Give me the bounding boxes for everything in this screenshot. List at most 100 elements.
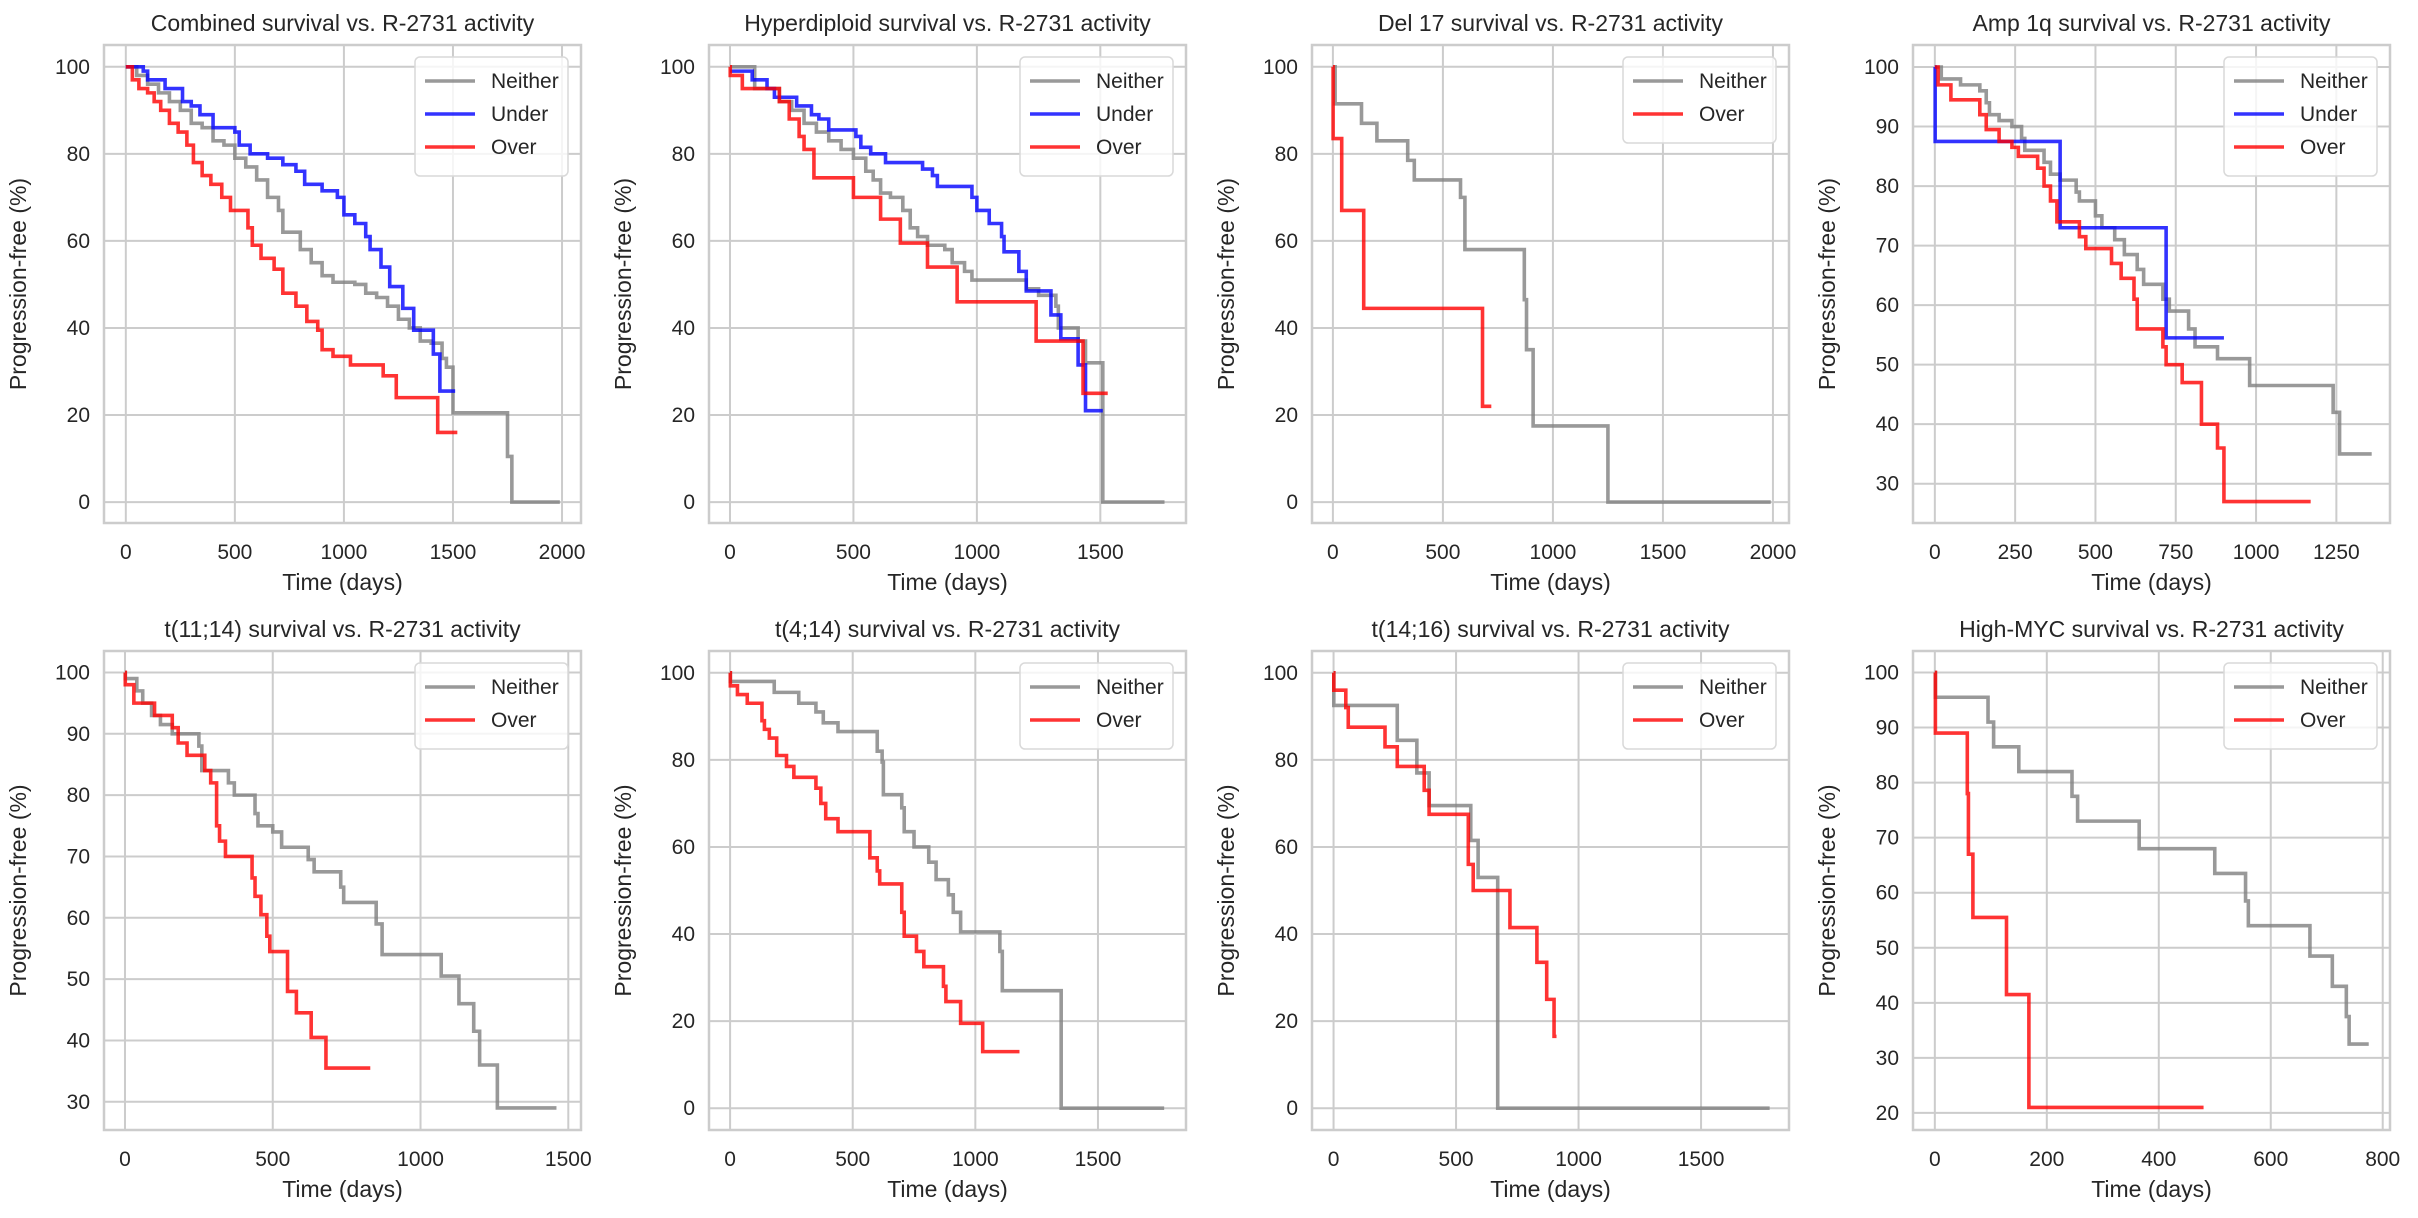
axes-frame: [1911, 649, 2392, 1132]
y-tick-label: 0: [1286, 491, 1298, 514]
axes-frame: [1911, 43, 2392, 525]
legend-label-over: Over: [1096, 709, 1142, 732]
y-tick-label: 90: [1876, 717, 1899, 740]
legend-label-over: Over: [2300, 136, 2346, 159]
x-tick-label: 1500: [1075, 1148, 1122, 1171]
x-tick-label: 1250: [2313, 541, 2360, 564]
x-tick-label: 500: [1425, 541, 1460, 564]
y-tick-label: 50: [1876, 354, 1899, 377]
y-tick-label: 40: [1876, 413, 1899, 436]
survival-curve-over: [728, 670, 1020, 1054]
x-axis-label: Time (days): [1490, 1176, 1611, 1202]
legend-label-over: Over: [1699, 103, 1745, 126]
legend-box: [1019, 662, 1174, 750]
legend-label-over: Over: [491, 709, 537, 732]
y-tick-label: 70: [1876, 827, 1899, 850]
x-tick-label: 1000: [1555, 1148, 1602, 1171]
chart-title: Amp 1q survival vs. R-2731 activity: [1973, 10, 2331, 36]
x-tick-label: 0: [1327, 541, 1339, 564]
y-axis-label: Progression-free (%): [610, 784, 636, 996]
x-tick-label: 500: [835, 1148, 870, 1171]
survival-curve-over: [728, 64, 1108, 396]
x-tick-label: 1500: [1678, 1148, 1725, 1171]
chart-panel-2: 0 500 1000 1500 0 20 40 60 80 100 Hyperdiploid sur…: [610, 10, 1188, 595]
x-tick-label: 600: [2253, 1148, 2288, 1171]
y-axis-label: Progression-free (%): [610, 178, 636, 390]
x-tick-label: 1000: [952, 1148, 999, 1171]
y-tick-label: 40: [672, 317, 695, 340]
x-tick-label: 0: [724, 1148, 736, 1171]
x-axis-label: Time (days): [1490, 569, 1611, 595]
y-tick-label: 40: [1876, 992, 1899, 1015]
y-axis-label: Progression-free (%): [1814, 178, 1840, 390]
x-tick-label: 0: [119, 1148, 131, 1171]
legend-label-over: Over: [491, 136, 537, 159]
chart-panel-1: 0 500 1000 1500 2000 0 20 40 60 80 100 Combined sur…: [5, 10, 585, 595]
y-axis-label: Progression-free (%): [1213, 178, 1239, 390]
y-tick-label: 60: [672, 836, 695, 859]
legend-label-neither: Neither: [491, 676, 559, 699]
y-tick-label: 50: [1876, 937, 1899, 960]
x-tick-label: 2000: [1750, 541, 1797, 564]
legend-label-neither: Neither: [1096, 676, 1164, 699]
y-tick-label: 30: [1876, 1047, 1899, 1070]
x-tick-label: 500: [217, 541, 252, 564]
legend: Neither Under Over: [2223, 56, 2378, 177]
legend: Neither Over: [2223, 662, 2378, 750]
legend-label-neither: Neither: [2300, 70, 2368, 93]
chart-title: Hyperdiploid survival vs. R-2731 activit…: [744, 10, 1151, 36]
x-tick-label: 0: [1328, 1148, 1340, 1171]
y-tick-label: 100: [55, 56, 90, 79]
x-tick-label: 800: [2365, 1148, 2400, 1171]
y-tick-label: 40: [672, 923, 695, 946]
chart-panel-8: 0 200 400 600 800 20 30 40 50 60 70 80 90 100 High-MYC…: [1814, 616, 2400, 1202]
legend-box: [414, 662, 569, 750]
legend-label-under: Under: [1096, 103, 1153, 126]
survival-curve-under: [125, 64, 456, 393]
x-tick-label: 400: [2141, 1148, 2176, 1171]
legend: Neither Over: [1622, 56, 1777, 144]
y-tick-label: 90: [1876, 116, 1899, 139]
x-tick-label: 1000: [1530, 541, 1577, 564]
y-tick-label: 20: [672, 404, 695, 427]
x-axis-label: Time (days): [2091, 569, 2212, 595]
y-tick-label: 60: [1876, 882, 1899, 905]
x-tick-label: 500: [836, 541, 871, 564]
y-tick-label: 100: [1864, 56, 1899, 79]
survival-curve-over: [1933, 670, 2204, 1110]
y-tick-label: 100: [660, 56, 695, 79]
axes-frame: [102, 649, 583, 1132]
y-tick-label: 70: [1876, 235, 1899, 258]
x-axis-label: Time (days): [887, 1176, 1008, 1202]
y-tick-label: 40: [67, 1029, 90, 1052]
x-tick-label: 0: [1929, 541, 1941, 564]
y-tick-label: 40: [67, 317, 90, 340]
legend-label-neither: Neither: [491, 70, 559, 93]
y-axis-label: Progression-free (%): [5, 178, 31, 390]
x-tick-label: 1500: [430, 541, 477, 564]
x-tick-label: 1500: [545, 1148, 592, 1171]
y-tick-label: 80: [1876, 175, 1899, 198]
chart-title: Del 17 survival vs. R-2731 activity: [1378, 10, 1724, 36]
y-tick-label: 20: [672, 1010, 695, 1033]
x-axis-label: Time (days): [282, 1176, 403, 1202]
y-tick-label: 80: [672, 143, 695, 166]
y-tick-label: 0: [683, 491, 695, 514]
y-tick-label: 50: [67, 968, 90, 991]
y-tick-label: 60: [1275, 230, 1298, 253]
x-tick-label: 200: [2029, 1148, 2064, 1171]
x-tick-label: 0: [1929, 1148, 1941, 1171]
y-tick-label: 100: [1263, 662, 1298, 685]
y-tick-label: 100: [660, 662, 695, 685]
x-tick-label: 250: [1998, 541, 2033, 564]
legend: Neither Over: [414, 662, 569, 750]
y-tick-label: 80: [1275, 749, 1298, 772]
y-axis-label: Progression-free (%): [1814, 784, 1840, 996]
survival-curve-neither: [1332, 64, 1771, 504]
chart-panel-4: 0 250 500 750 1000 1250 30 40 50 60 70 80 90 100 Amp 1…: [1814, 10, 2392, 595]
chart-title: t(14;16) survival vs. R-2731 activity: [1372, 616, 1730, 642]
survival-curve-over: [1331, 64, 1492, 409]
x-tick-label: 1000: [321, 541, 368, 564]
chart-panel-7: 0 500 1000 1500 0 20 40 60 80 100 t(14;16) surviva…: [1213, 616, 1791, 1202]
chart-panel-5: 0 500 1000 1500 30 40 50 60 70 80 90 100 t(11;14) su…: [5, 616, 592, 1202]
